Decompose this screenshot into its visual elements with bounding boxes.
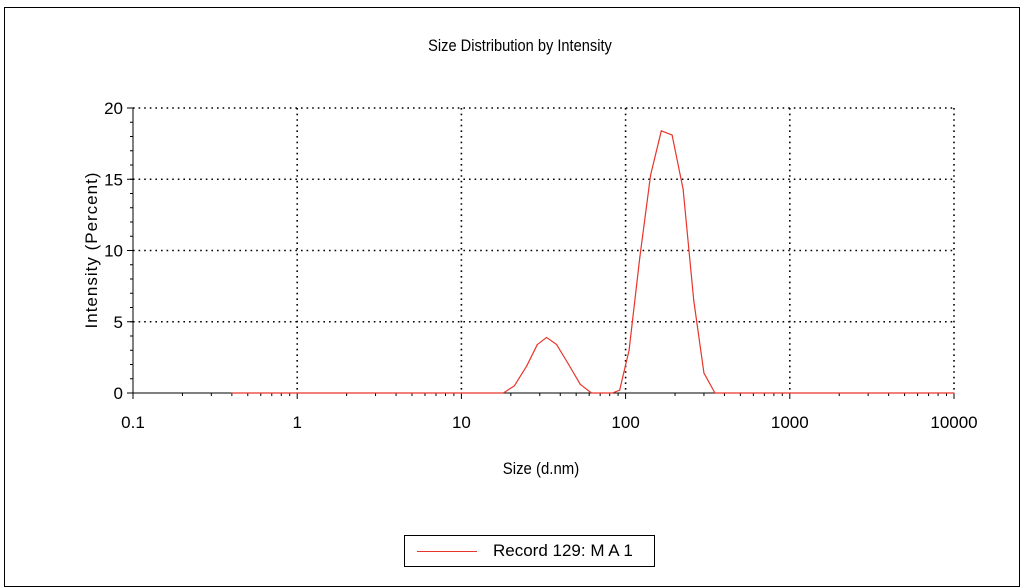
series-layer <box>231 130 955 394</box>
series-line <box>231 130 954 394</box>
legend: Record 129: M A 1 <box>404 535 655 567</box>
x-tick-label: 10000 <box>930 413 977 432</box>
data-point <box>579 383 581 386</box>
data-point <box>545 336 548 339</box>
data-point <box>639 257 641 259</box>
data-point <box>660 130 662 132</box>
data-point <box>460 392 462 394</box>
data-point <box>568 363 570 366</box>
data-point <box>296 392 298 394</box>
x-tick-label: 0.1 <box>121 413 145 432</box>
data-point <box>619 389 621 391</box>
data-point <box>703 372 705 374</box>
data-point <box>953 392 955 394</box>
data-point <box>536 343 538 346</box>
y-tick-label: 15 <box>104 170 123 189</box>
axis-layer: 0.1 1 10 100 1000 10000 0 5 10 15 20 <box>104 99 978 432</box>
x-axis-label: Size (d.nm) <box>503 460 579 478</box>
data-point <box>231 392 233 394</box>
data-point <box>789 392 791 394</box>
chart-title: Size Distribution by Intensity <box>428 36 612 55</box>
data-point <box>682 188 684 190</box>
y-tick-label: 20 <box>104 99 123 118</box>
x-tick-label: 1000 <box>771 413 809 432</box>
data-point <box>671 134 673 136</box>
data-point <box>502 392 504 394</box>
grid-layer <box>133 107 955 393</box>
y-tick-label: 0 <box>114 384 123 403</box>
data-point <box>628 349 630 351</box>
data-point <box>590 392 593 394</box>
data-point <box>601 392 603 394</box>
y-axis-label: Intensity (Percent) <box>82 172 101 329</box>
data-point <box>556 343 558 346</box>
data-point <box>714 392 716 394</box>
data-point <box>526 365 528 367</box>
data-point <box>611 392 613 394</box>
legend-swatch <box>417 551 477 552</box>
x-tick-label: 100 <box>611 413 639 432</box>
y-tick-label: 5 <box>114 313 123 332</box>
data-point <box>513 385 515 387</box>
legend-label: Record 129: M A 1 <box>493 541 633 560</box>
data-point <box>650 174 652 176</box>
x-tick-label: 1 <box>292 413 301 432</box>
y-tick-label: 10 <box>104 242 123 261</box>
data-point <box>693 299 695 301</box>
x-tick-label: 10 <box>452 413 471 432</box>
